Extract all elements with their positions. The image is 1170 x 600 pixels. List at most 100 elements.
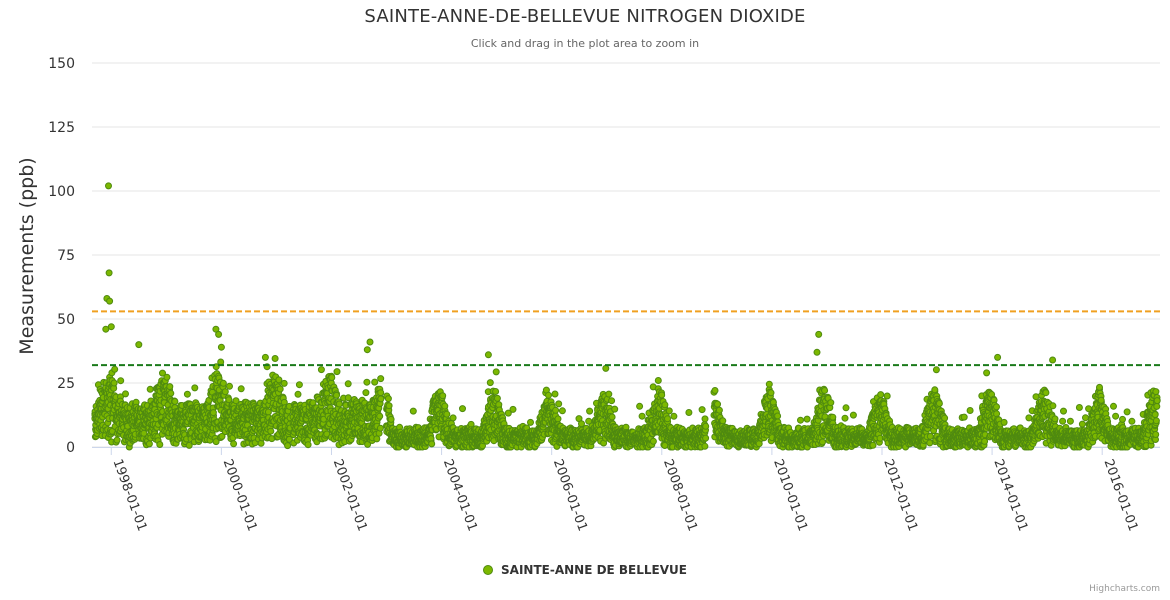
data-point[interactable] [110,379,118,387]
data-point[interactable] [715,406,723,414]
data-point[interactable] [219,379,227,387]
data-point[interactable] [941,414,949,422]
data-point[interactable] [166,383,174,391]
data-point[interactable] [586,407,594,415]
data-point[interactable] [841,414,849,422]
data-point[interactable] [362,389,370,397]
data-point[interactable] [264,408,272,416]
data-point[interactable] [443,410,451,418]
data-point[interactable] [384,395,392,403]
data-point[interactable] [578,420,585,428]
data-point[interactable] [280,379,288,387]
data-point[interactable] [774,412,782,420]
data-point[interactable] [877,391,885,399]
data-point[interactable] [829,413,837,421]
data-point[interactable] [377,375,385,383]
data-point[interactable] [821,387,829,394]
data-point[interactable] [304,441,312,449]
data-point[interactable] [113,436,121,444]
data-point[interactable] [993,403,1000,411]
data-point[interactable] [492,388,500,395]
data-point[interactable] [333,368,341,376]
data-point[interactable] [284,442,292,450]
data-point[interactable] [171,398,179,405]
data-point[interactable] [267,427,275,435]
data-point[interactable] [209,409,217,417]
data-point[interactable] [156,441,164,448]
data-point[interactable] [551,390,559,398]
data-point[interactable] [232,397,240,405]
data-point[interactable] [377,389,385,397]
data-point[interactable] [439,392,447,400]
data-point[interactable] [328,374,336,381]
data-point[interactable] [932,366,940,374]
data-point[interactable] [685,409,693,416]
data-point[interactable] [237,385,245,393]
data-point[interactable] [363,378,371,386]
data-point[interactable] [960,413,968,421]
data-point[interactable] [719,417,727,425]
data-point[interactable] [849,411,857,419]
data-point[interactable] [111,365,119,373]
data-point[interactable] [765,380,773,388]
data-point[interactable] [935,400,943,407]
data-point[interactable] [163,373,171,381]
data-point[interactable] [191,384,199,392]
data-point[interactable] [608,413,616,421]
data-point[interactable] [554,415,562,423]
data-point[interactable] [665,407,673,415]
data-point[interactable] [159,369,166,377]
data-point[interactable] [146,385,154,393]
data-point[interactable] [670,412,678,420]
data-point[interactable] [492,368,500,376]
data-point[interactable] [797,416,804,424]
data-point[interactable] [869,441,877,449]
data-point[interactable] [714,400,721,408]
data-point[interactable] [226,382,233,390]
data-point[interactable] [271,355,279,362]
data-point[interactable] [230,440,238,448]
data-point[interactable] [883,392,891,400]
data-point[interactable] [376,412,384,420]
data-point[interactable] [285,435,293,443]
data-point[interactable] [376,424,384,432]
data-point[interactable] [664,415,671,423]
data-point[interactable] [509,405,517,413]
data-point[interactable] [295,381,303,389]
data-point[interactable] [377,395,385,403]
data-point[interactable] [701,415,709,423]
data-point[interactable] [611,405,619,413]
data-point[interactable] [602,364,610,372]
series-points[interactable] [91,182,1161,451]
data-point[interactable] [558,407,566,415]
data-point[interactable] [527,418,534,426]
data-point[interactable] [409,407,417,415]
data-point[interactable] [983,369,991,377]
data-point[interactable] [225,396,233,404]
data-point[interactable] [218,432,226,440]
data-point[interactable] [183,390,191,398]
data-point[interactable] [486,379,494,387]
data-point[interactable] [702,434,710,442]
data-point[interactable] [275,376,283,384]
data-point[interactable] [493,394,501,402]
data-point[interactable] [827,399,835,407]
data-point[interactable] [428,440,436,448]
data-point[interactable] [212,438,220,446]
data-point[interactable] [636,402,644,410]
data-point[interactable] [185,441,193,449]
data-point[interactable] [654,377,662,384]
data-point[interactable] [661,401,669,409]
data-point[interactable] [317,366,325,374]
data-point[interactable] [842,404,850,412]
data-point[interactable] [145,440,153,448]
data-point[interactable] [701,442,709,450]
data-point[interactable] [373,435,381,443]
data-point[interactable] [344,394,352,402]
data-point[interactable] [333,391,340,399]
data-point[interactable] [344,380,352,388]
data-point[interactable] [658,391,666,399]
data-point[interactable] [702,422,710,430]
data-point[interactable] [545,391,552,399]
